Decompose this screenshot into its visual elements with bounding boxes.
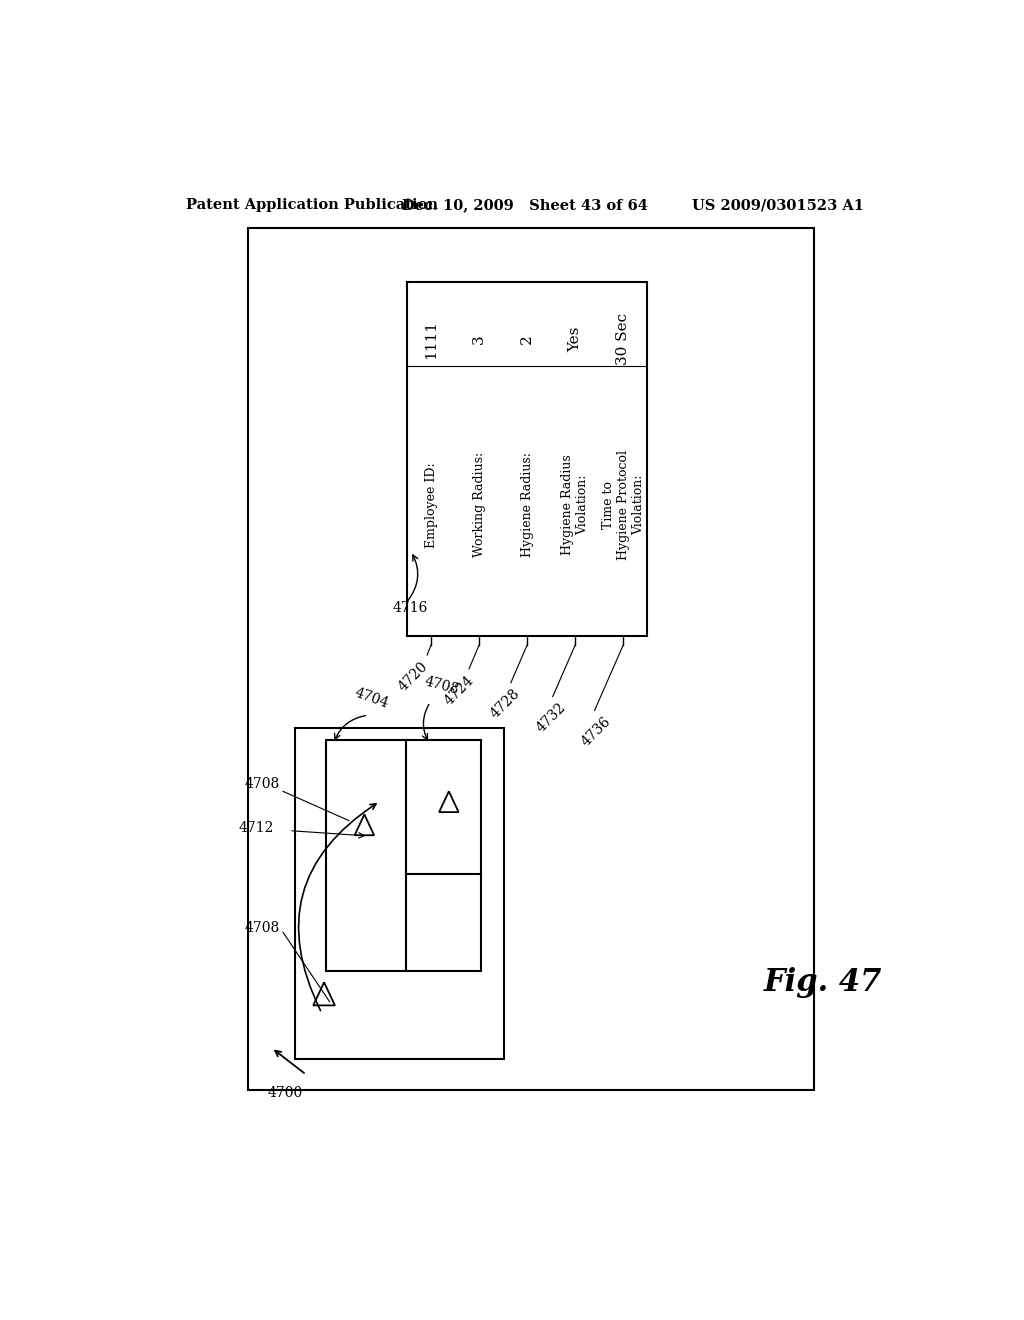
Text: 4708: 4708 <box>423 675 460 697</box>
Text: Fig. 47: Fig. 47 <box>764 966 882 998</box>
Text: Working Radius:: Working Radius: <box>472 453 485 557</box>
Text: Employee ID:: Employee ID: <box>425 462 437 548</box>
Text: 4700: 4700 <box>267 1086 303 1101</box>
Text: 4732: 4732 <box>534 701 568 735</box>
Text: US 2009/0301523 A1: US 2009/0301523 A1 <box>692 198 864 213</box>
Text: 4724: 4724 <box>441 673 477 708</box>
Text: Yes: Yes <box>568 326 583 352</box>
Text: 4728: 4728 <box>487 686 522 722</box>
Text: 4708: 4708 <box>245 921 280 936</box>
Text: Hygiene Radius:: Hygiene Radius: <box>520 453 534 557</box>
Text: Hygiene Radius
Violation:: Hygiene Radius Violation: <box>561 454 589 556</box>
Text: 4708: 4708 <box>245 776 280 791</box>
Text: 4736: 4736 <box>580 714 614 750</box>
Text: Dec. 10, 2009   Sheet 43 of 64: Dec. 10, 2009 Sheet 43 of 64 <box>401 198 648 213</box>
Text: 3: 3 <box>472 334 486 345</box>
Text: 4716: 4716 <box>393 601 428 615</box>
Text: 2: 2 <box>520 334 535 345</box>
Bar <box>407 281 647 636</box>
Text: 4712: 4712 <box>239 821 273 836</box>
Bar <box>326 739 480 970</box>
Bar <box>295 729 504 1059</box>
Text: 1111: 1111 <box>424 319 438 359</box>
Bar <box>248 227 814 1090</box>
Text: Patent Application Publication: Patent Application Publication <box>186 198 438 213</box>
Text: 4720: 4720 <box>396 659 431 694</box>
Text: Time to
Hygiene Protocol
Violation:: Time to Hygiene Protocol Violation: <box>602 450 645 560</box>
Text: 30 Sec: 30 Sec <box>616 313 630 366</box>
Text: 4704: 4704 <box>352 686 391 711</box>
